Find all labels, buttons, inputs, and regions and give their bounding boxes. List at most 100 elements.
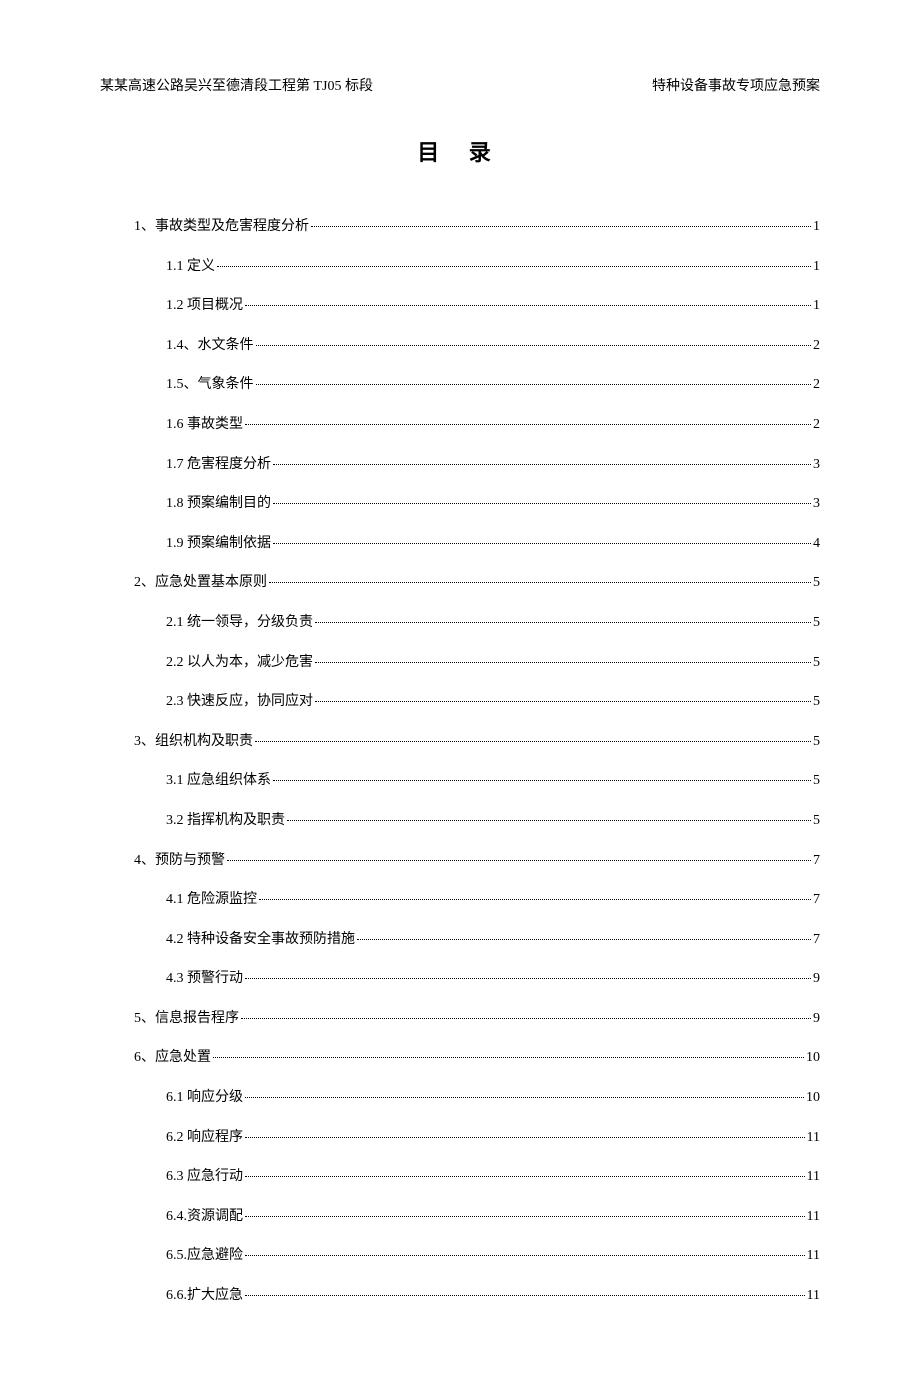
toc-entry-page: 11 [807, 1207, 820, 1227]
toc-entry-page: 11 [807, 1246, 820, 1266]
toc-entry: 1.8 预案编制目的3 [100, 494, 820, 514]
toc-entry-page: 2 [813, 375, 820, 395]
toc-entry: 1.9 预案编制依据4 [100, 534, 820, 554]
toc-entry: 4.1 危险源监控7 [100, 890, 820, 910]
toc-leader-dots [217, 266, 811, 267]
toc-leader-dots [245, 1137, 805, 1138]
toc-entry: 1.5、气象条件 2 [100, 375, 820, 395]
toc-entry: 3、组织机构及职责5 [100, 732, 820, 752]
toc-entry: 6.5.应急避险 11 [100, 1246, 820, 1266]
toc-leader-dots [245, 424, 811, 425]
toc-leader-dots [315, 622, 811, 623]
header-left: 某某高速公路吴兴至德清段工程第 TJ05 标段 [100, 75, 373, 95]
toc-leader-dots [357, 939, 811, 940]
toc-entry-label: 4.1 危险源监控 [166, 890, 257, 910]
toc-entry-label: 6.5.应急避险 [166, 1246, 243, 1266]
toc-leader-dots [245, 1255, 805, 1256]
toc-entry: 1.1 定义 1 [100, 257, 820, 277]
toc-entry-page: 11 [807, 1128, 820, 1148]
table-of-contents: 1、事故类型及危害程度分析11.1 定义11.2 项目概况11.4、水文条件21… [100, 217, 820, 1306]
toc-leader-dots [273, 543, 811, 544]
toc-entry-page: 2 [813, 336, 820, 356]
toc-entry-label: 6.3 应急行动 [166, 1167, 243, 1187]
toc-entry-page: 5 [813, 771, 820, 791]
toc-leader-dots [273, 464, 811, 465]
toc-leader-dots [259, 899, 811, 900]
toc-entry-page: 1 [813, 257, 820, 277]
toc-entry: 2.3 快速反应，协同应对 5 [100, 692, 820, 712]
header-right: 特种设备事故专项应急预案 [652, 75, 820, 95]
toc-entry-label: 4.2 特种设备安全事故预防措施 [166, 930, 355, 950]
toc-entry: 6、应急处置 10 [100, 1048, 820, 1068]
toc-entry-label: 3.2 指挥机构及职责 [166, 811, 285, 831]
toc-entry-page: 5 [813, 811, 820, 831]
toc-entry-label: 1.6 事故类型 [166, 415, 243, 435]
toc-entry-label: 1、事故类型及危害程度分析 [134, 217, 309, 237]
toc-entry-page: 7 [813, 851, 820, 871]
toc-entry-label: 6.4.资源调配 [166, 1207, 243, 1227]
toc-leader-dots [273, 503, 811, 504]
toc-leader-dots [245, 1216, 805, 1217]
toc-entry: 2.2 以人为本，减少危害 5 [100, 653, 820, 673]
toc-entry-page: 9 [813, 1009, 820, 1029]
toc-entry: 4.3 预警行动 9 [100, 969, 820, 989]
toc-leader-dots [273, 780, 811, 781]
toc-entry-label: 6.6.扩大应急 [166, 1286, 243, 1306]
toc-entry-page: 9 [813, 969, 820, 989]
toc-leader-dots [256, 345, 812, 346]
document-page: 某某高速公路吴兴至德清段工程第 TJ05 标段 特种设备事故专项应急预案 目 录… [0, 0, 920, 1386]
toc-entry-page: 5 [813, 692, 820, 712]
toc-entry-label: 6、应急处置 [134, 1048, 211, 1068]
toc-entry: 1.2 项目概况1 [100, 296, 820, 316]
toc-entry-page: 5 [813, 573, 820, 593]
toc-entry-page: 3 [813, 455, 820, 475]
toc-entry-label: 4、预防与预警 [134, 851, 225, 871]
toc-entry-label: 6.1 响应分级 [166, 1088, 243, 1108]
toc-entry-page: 7 [813, 930, 820, 950]
toc-entry-label: 5、信息报告程序 [134, 1009, 239, 1029]
toc-entry: 6.4.资源调配 11 [100, 1207, 820, 1227]
toc-entry: 1.6 事故类型 2 [100, 415, 820, 435]
toc-entry: 3.2 指挥机构及职责 5 [100, 811, 820, 831]
toc-entry: 6.3 应急行动 11 [100, 1167, 820, 1187]
toc-entry: 6.2 响应程序 11 [100, 1128, 820, 1148]
toc-entry: 6.1 响应分级 10 [100, 1088, 820, 1108]
toc-leader-dots [255, 741, 811, 742]
toc-entry-page: 5 [813, 613, 820, 633]
toc-entry: 1.7 危害程度分析 3 [100, 455, 820, 475]
toc-entry: 4.2 特种设备安全事故预防措施 7 [100, 930, 820, 950]
toc-leader-dots [315, 662, 811, 663]
toc-entry-label: 6.2 响应程序 [166, 1128, 243, 1148]
toc-entry-label: 1.9 预案编制依据 [166, 534, 271, 554]
toc-entry-label: 2.2 以人为本，减少危害 [166, 653, 313, 673]
toc-entry: 5、信息报告程序 9 [100, 1009, 820, 1029]
toc-entry-page: 10 [806, 1088, 820, 1108]
toc-leader-dots [315, 701, 811, 702]
toc-entry: 2、应急处置基本原则5 [100, 573, 820, 593]
toc-entry-page: 1 [813, 296, 820, 316]
toc-entry-page: 10 [806, 1048, 820, 1068]
toc-entry-page: 2 [813, 415, 820, 435]
toc-leader-dots [241, 1018, 811, 1019]
toc-leader-dots [227, 860, 811, 861]
toc-entry-label: 1.5、气象条件 [166, 375, 254, 395]
toc-entry-label: 3.1 应急组织体系 [166, 771, 271, 791]
toc-leader-dots [287, 820, 811, 821]
toc-entry: 6.6.扩大应急11 [100, 1286, 820, 1306]
toc-entry-label: 1.1 定义 [166, 257, 215, 277]
toc-leader-dots [245, 1097, 804, 1098]
toc-entry-page: 3 [813, 494, 820, 514]
toc-leader-dots [245, 1176, 805, 1177]
toc-entry-label: 2.3 快速反应，协同应对 [166, 692, 313, 712]
toc-entry: 1.4、水文条件2 [100, 336, 820, 356]
toc-leader-dots [311, 226, 811, 227]
toc-entry-label: 1.7 危害程度分析 [166, 455, 271, 475]
toc-entry-label: 4.3 预警行动 [166, 969, 243, 989]
toc-leader-dots [245, 978, 811, 979]
toc-entry-label: 2.1 统一领导，分级负责 [166, 613, 313, 633]
toc-entry-page: 5 [813, 653, 820, 673]
toc-entry-page: 11 [807, 1167, 820, 1187]
toc-entry-label: 3、组织机构及职责 [134, 732, 253, 752]
toc-leader-dots [213, 1057, 804, 1058]
page-header: 某某高速公路吴兴至德清段工程第 TJ05 标段 特种设备事故专项应急预案 [100, 75, 820, 95]
